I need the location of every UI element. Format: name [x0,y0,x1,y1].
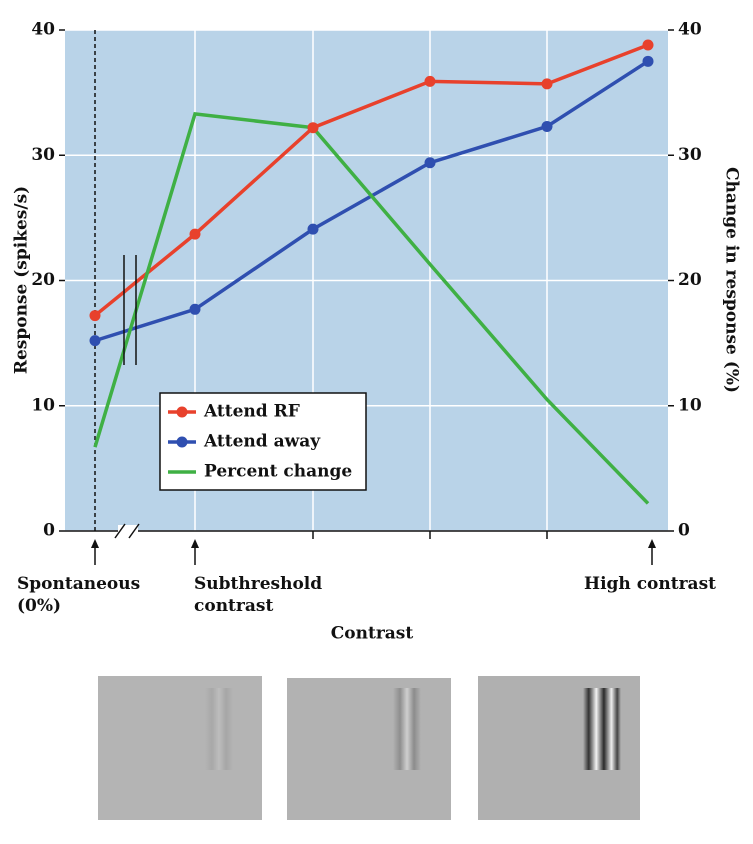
data-point [642,39,654,51]
x-tick-label: High contrast [584,574,716,594]
x-arrowhead [191,539,199,548]
data-point [189,228,201,240]
y2-tick-label: 0 [678,521,690,541]
x-break-gap [118,525,138,537]
data-point [424,157,436,169]
y-axis-label: Response (spikes/s) [12,186,32,374]
data-point [424,75,436,87]
legend-label: Attend RF [203,402,300,422]
data-point [541,120,553,132]
data-point [89,310,101,322]
data-point [541,78,553,90]
y2-tick-label: 40 [678,20,702,40]
data-point [307,122,319,134]
stimulus-mid [287,678,451,820]
series-line [93,112,650,505]
y2-tick-label: 10 [678,395,702,415]
grating [393,688,421,770]
x-tick-label: Subthreshold contrast [194,574,323,616]
legend-label: Attend away [203,432,321,452]
data-point [307,223,319,235]
y-tick-label: 10 [31,395,55,415]
x-tick-label: Spontaneous (0%) [17,574,141,616]
y-tick-label: 30 [31,145,55,165]
legend-marker [176,436,188,448]
x-break [114,523,126,539]
x-axis-label: Contrast [331,624,414,644]
y-tick-label: 0 [43,521,55,541]
grating [205,688,233,770]
stimulus-low [98,676,262,820]
data-point [642,55,654,67]
grating [583,688,621,770]
legend-label: Percent change [204,462,352,482]
data-point [189,303,201,315]
y-tick-label: 40 [31,20,55,40]
y2-tick-label: 30 [678,145,702,165]
x-arrowhead [91,539,99,548]
y2-tick-label: 20 [678,270,702,290]
data-point [89,335,101,347]
y2-axis-label: Change in response (%) [722,167,742,393]
y-tick-label: 20 [31,270,55,290]
x-break [128,523,140,539]
x-arrowhead [648,539,656,548]
series-line [93,43,649,317]
legend-marker [176,406,188,418]
